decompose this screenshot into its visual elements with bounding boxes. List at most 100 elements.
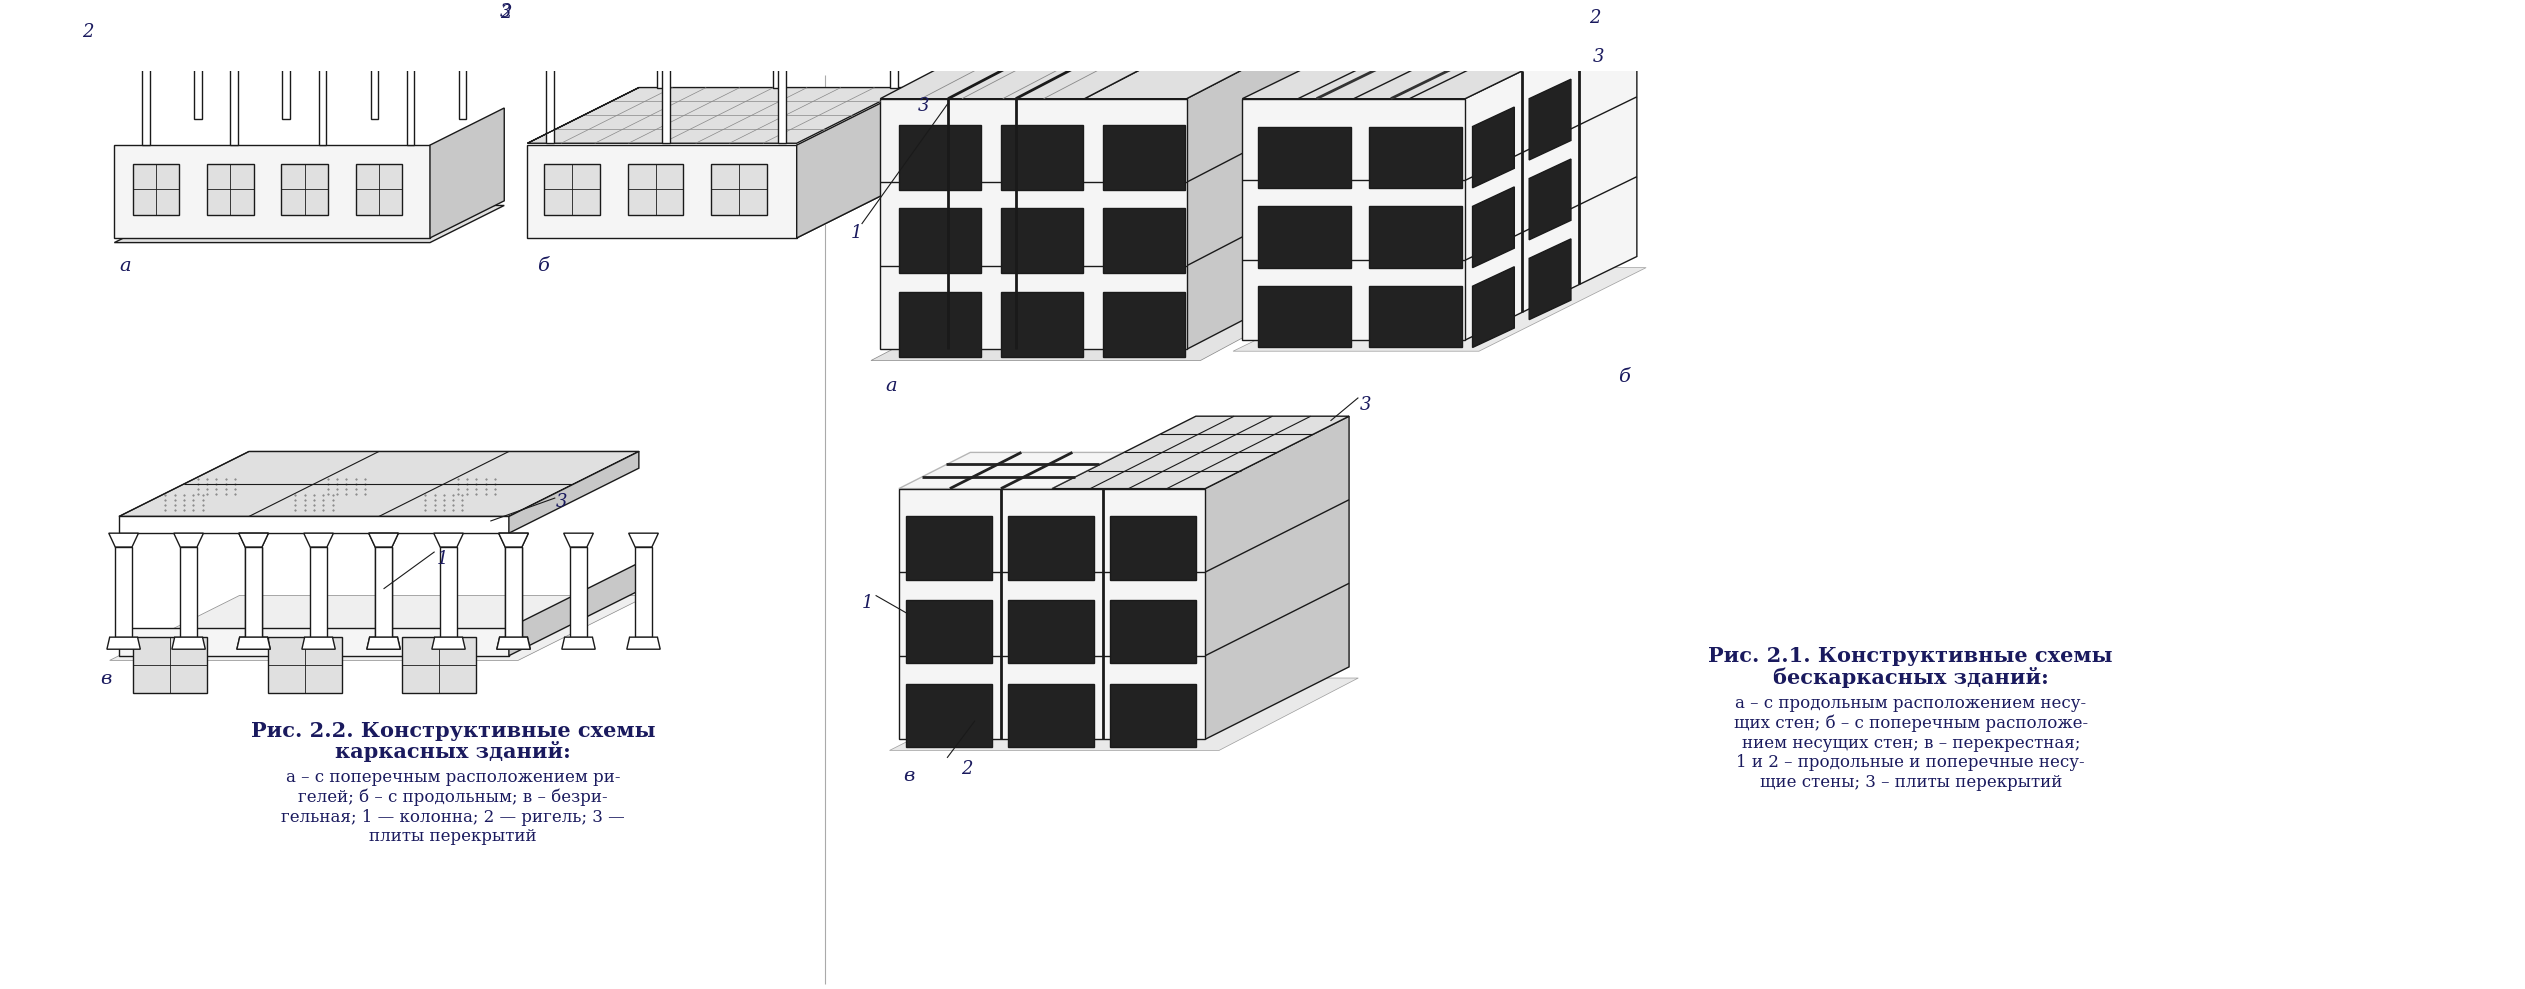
Polygon shape <box>906 683 992 747</box>
Polygon shape <box>237 637 270 649</box>
Polygon shape <box>1464 15 1636 340</box>
Polygon shape <box>172 637 205 649</box>
Polygon shape <box>366 637 401 649</box>
Polygon shape <box>528 145 798 238</box>
Polygon shape <box>662 9 672 143</box>
Polygon shape <box>1369 286 1462 347</box>
Polygon shape <box>318 0 326 145</box>
Polygon shape <box>629 163 684 215</box>
Polygon shape <box>460 0 467 119</box>
Text: 1: 1 <box>366 0 379 3</box>
Polygon shape <box>1000 125 1083 190</box>
Polygon shape <box>1111 600 1197 664</box>
Polygon shape <box>561 637 596 649</box>
Polygon shape <box>773 0 783 88</box>
Polygon shape <box>230 0 237 145</box>
Polygon shape <box>1103 292 1184 357</box>
Text: б: б <box>538 256 548 275</box>
Polygon shape <box>1232 268 1646 351</box>
Polygon shape <box>528 182 909 238</box>
Polygon shape <box>280 163 328 215</box>
Polygon shape <box>1103 209 1184 273</box>
Polygon shape <box>439 547 457 637</box>
Polygon shape <box>237 637 270 649</box>
Polygon shape <box>497 533 528 547</box>
Polygon shape <box>119 516 510 533</box>
Polygon shape <box>1000 292 1083 357</box>
Polygon shape <box>899 209 980 273</box>
Polygon shape <box>1000 209 1083 273</box>
Polygon shape <box>179 547 197 637</box>
Polygon shape <box>798 89 909 238</box>
Polygon shape <box>778 9 785 143</box>
Polygon shape <box>1369 127 1462 188</box>
Polygon shape <box>283 0 290 119</box>
Polygon shape <box>1053 416 1348 489</box>
Text: бескаркасных зданий:: бескаркасных зданий: <box>1773 667 2048 688</box>
Text: 3: 3 <box>1361 396 1371 413</box>
Polygon shape <box>1257 127 1351 188</box>
Polygon shape <box>871 296 1321 361</box>
Text: 3: 3 <box>500 3 510 21</box>
Polygon shape <box>1103 125 1184 190</box>
Polygon shape <box>505 547 523 637</box>
Polygon shape <box>303 637 336 649</box>
Polygon shape <box>268 637 341 693</box>
Text: 2: 2 <box>500 4 510 22</box>
Polygon shape <box>114 145 429 238</box>
Polygon shape <box>1369 207 1462 268</box>
Polygon shape <box>245 547 263 637</box>
Polygon shape <box>889 0 899 88</box>
Polygon shape <box>429 108 505 238</box>
Polygon shape <box>497 533 528 547</box>
Polygon shape <box>240 533 268 547</box>
Polygon shape <box>407 0 414 145</box>
Polygon shape <box>174 533 205 547</box>
Polygon shape <box>245 547 263 637</box>
Polygon shape <box>545 28 785 37</box>
Text: 3: 3 <box>917 97 929 115</box>
Polygon shape <box>889 678 1358 751</box>
Polygon shape <box>366 637 401 649</box>
Polygon shape <box>240 533 268 547</box>
Polygon shape <box>114 206 505 242</box>
Polygon shape <box>1257 207 1351 268</box>
Polygon shape <box>899 292 980 357</box>
Text: в: в <box>101 670 111 687</box>
Polygon shape <box>401 637 477 693</box>
Polygon shape <box>656 0 667 88</box>
Polygon shape <box>1007 683 1093 747</box>
Polygon shape <box>626 637 659 649</box>
Polygon shape <box>1111 683 1197 747</box>
Polygon shape <box>134 163 179 215</box>
Text: 2: 2 <box>81 23 93 41</box>
Polygon shape <box>906 600 992 664</box>
Polygon shape <box>134 637 207 693</box>
Text: а – с продольным расположением несу-
щих стен; б – с поперечным расположе-
нием : а – с продольным расположением несу- щих… <box>1735 694 2088 791</box>
Text: 3: 3 <box>556 494 566 511</box>
Polygon shape <box>1187 34 1313 349</box>
Polygon shape <box>1242 43 1578 99</box>
Polygon shape <box>119 628 510 656</box>
Polygon shape <box>528 88 909 143</box>
Polygon shape <box>1472 107 1515 188</box>
Text: Рис. 2.2. Конструктивные схемы: Рис. 2.2. Конструктивные схемы <box>250 721 656 741</box>
Text: а – с поперечным расположением ри-
гелей; б – с продольным; в – безри-
гельная; : а – с поперечным расположением ри- гелей… <box>280 769 626 846</box>
Polygon shape <box>141 0 149 145</box>
Polygon shape <box>1530 79 1571 160</box>
Text: 3: 3 <box>1593 47 1606 65</box>
Polygon shape <box>1530 159 1571 239</box>
Polygon shape <box>629 533 659 547</box>
Polygon shape <box>434 533 465 547</box>
Text: 1: 1 <box>851 225 861 242</box>
Polygon shape <box>119 451 639 516</box>
Polygon shape <box>505 547 523 637</box>
Polygon shape <box>326 22 460 47</box>
Text: 1: 1 <box>861 593 874 611</box>
Text: а: а <box>119 256 131 275</box>
Polygon shape <box>371 0 379 119</box>
Polygon shape <box>356 163 401 215</box>
Polygon shape <box>497 637 530 649</box>
Polygon shape <box>1007 600 1093 664</box>
Polygon shape <box>881 66 1146 99</box>
